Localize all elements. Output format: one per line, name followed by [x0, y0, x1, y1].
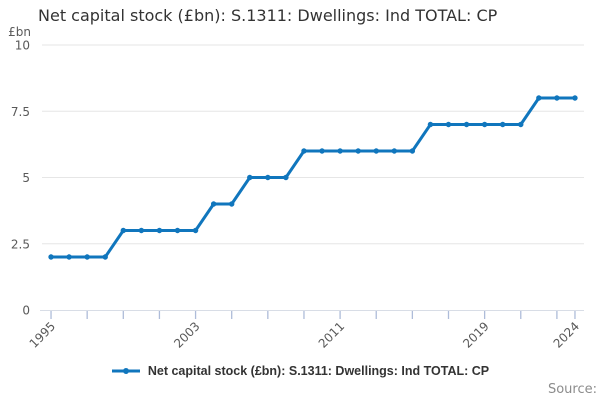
legend-item[interactable]: Net capital stock (£bn): S.1311: Dwellin…	[0, 364, 600, 378]
x-tick-label: 2003	[171, 319, 202, 350]
legend-line-marker-icon	[111, 368, 140, 374]
data-point-marker[interactable]	[84, 254, 90, 260]
data-point-marker[interactable]	[536, 95, 542, 101]
data-point-marker[interactable]	[572, 95, 578, 101]
line-chart-plot: 0 2.5 5 7.5 10£bn 1995 2003 2011 2019 2024	[8, 25, 584, 351]
data-point-marker[interactable]	[481, 121, 488, 128]
y-axis-unit-label: £bn	[8, 25, 31, 39]
data-point-marker[interactable]	[156, 227, 163, 234]
data-point-marker[interactable]	[337, 148, 343, 154]
legend-label: Net capital stock (£bn): S.1311: Dwellin…	[147, 364, 490, 378]
data-point-marker[interactable]	[518, 121, 524, 128]
data-point-marker[interactable]	[229, 201, 235, 207]
data-point-marker[interactable]	[391, 148, 397, 154]
data-point-marker[interactable]	[301, 148, 307, 154]
x-tick-label: 2019	[460, 319, 491, 350]
x-tick-label: 1995	[27, 319, 58, 350]
data-point-marker[interactable]	[373, 148, 379, 154]
y-tick-label: 7.5	[11, 105, 30, 119]
data-point-marker[interactable]	[102, 254, 108, 260]
data-point-marker[interactable]	[210, 201, 217, 207]
data-point-marker[interactable]	[192, 227, 199, 234]
y-tick-label: 10	[15, 39, 30, 53]
data-point-marker[interactable]	[500, 121, 506, 128]
source-text: Source:	[547, 382, 597, 397]
data-point-marker[interactable]	[427, 121, 434, 128]
y-tick-label: 5	[22, 171, 30, 185]
data-point-marker[interactable]	[409, 148, 416, 154]
data-point-marker[interactable]	[265, 174, 271, 181]
data-point-marker[interactable]	[66, 254, 72, 260]
series-line	[49, 96, 577, 259]
data-point-marker[interactable]	[554, 95, 560, 101]
data-point-marker[interactable]	[174, 227, 181, 234]
chart-title: Net capital stock (£bn): S.1311: Dwellin…	[38, 6, 498, 25]
data-point-marker[interactable]	[445, 121, 452, 128]
x-tick-label: 2011	[316, 319, 347, 350]
data-point-marker[interactable]	[138, 227, 145, 234]
data-point-marker[interactable]	[48, 254, 54, 260]
data-point-marker[interactable]	[355, 148, 361, 154]
y-tick-label: 0	[22, 304, 30, 318]
y-tick-label: 2.5	[11, 237, 30, 251]
data-point-marker[interactable]	[283, 174, 289, 181]
data-point-marker[interactable]	[319, 148, 325, 154]
data-point-marker[interactable]	[247, 174, 253, 181]
data-point-marker[interactable]	[463, 121, 470, 128]
data-point-marker[interactable]	[120, 227, 127, 234]
x-tick-label: 2024	[551, 319, 582, 350]
